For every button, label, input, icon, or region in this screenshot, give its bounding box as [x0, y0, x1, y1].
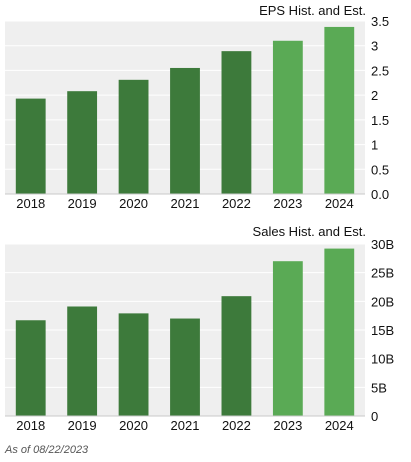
sales-xtick-label: 2024 [325, 418, 354, 433]
eps-chart-panel: EPS Hist. and Est. 0.0 0.5 1 1.5 2 2.5 3 3.5 201… [0, 0, 411, 215]
eps-ytick-label: 1.5 [371, 113, 389, 128]
sales-ytick-label: 15B [371, 323, 394, 338]
sales-chart-panel: Sales Hist. and Est. 0 5B 10B 15B 20B 25B 30B 2… [5, 224, 394, 433]
eps-xtick-label: 2022 [222, 196, 251, 211]
eps-xtick-label: 2020 [119, 196, 148, 211]
eps-xtick-label: 2018 [16, 196, 45, 211]
sales-ytick-label: 10B [371, 352, 394, 367]
sales-ytick-label: 30B [371, 237, 394, 252]
sales-xtick-label: 2022 [222, 418, 251, 433]
sales-xtick-label: 2019 [68, 418, 97, 433]
eps-ytick-label: 3 [371, 39, 378, 54]
eps-bar-2023 [272, 40, 303, 195]
sales-chart: 0 5B 10B 15B 20B 25B 30B 2018 2019 2020 2021 2022 20… [5, 237, 394, 433]
eps-chart: 0.0 0.5 1 1.5 2 2.5 3 3.5 2018 2019 2020 2021 2022 20… [5, 14, 389, 211]
sales-bar-2018 [15, 320, 46, 416]
eps-ytick-label: 1 [371, 138, 378, 153]
eps-bar-2021 [170, 67, 200, 194]
as-of-date: As of 08/22/2023 [5, 444, 89, 456]
eps-ytick-label: 2.5 [371, 63, 389, 78]
eps-bar-2019 [67, 91, 98, 194]
eps-ytick-label: 0.5 [371, 162, 389, 177]
sales-bar-2024 [324, 248, 355, 416]
sales-bar-2020 [118, 313, 149, 416]
sales-xtick-label: 2018 [16, 418, 45, 433]
eps-xtick-label: 2024 [325, 196, 354, 211]
sales-xtick-label: 2020 [119, 418, 148, 433]
sales-bar-2023 [272, 261, 303, 416]
sales-ytick-label: 5B [371, 380, 387, 395]
eps-xtick-label: 2021 [171, 196, 200, 211]
eps-xtick-label: 2023 [273, 196, 302, 211]
sales-bar-2019 [67, 306, 98, 416]
sales-bar-2021 [170, 318, 200, 416]
eps-xtick-label: 2019 [68, 196, 97, 211]
sales-chart-title: Sales Hist. and Est. [252, 224, 366, 239]
sales-ytick-label: 25B [371, 266, 394, 281]
sales-ytick-label: 20B [371, 294, 394, 309]
eps-ytick-label: 0.0 [371, 187, 389, 202]
eps-bar-2024 [324, 26, 355, 195]
sales-xtick-label: 2023 [273, 418, 302, 433]
eps-bar-2022 [221, 51, 252, 194]
sales-ytick-label: 0 [371, 409, 378, 424]
eps-bar-2018 [15, 98, 46, 194]
eps-ytick-label: 2 [371, 88, 378, 103]
eps-chart-title: EPS Hist. and Est. [259, 3, 366, 18]
eps-ytick-label: 3.5 [371, 14, 389, 29]
sales-xtick-label: 2021 [171, 418, 200, 433]
sales-bar-2022 [221, 296, 252, 416]
eps-bar-2020 [118, 79, 149, 194]
